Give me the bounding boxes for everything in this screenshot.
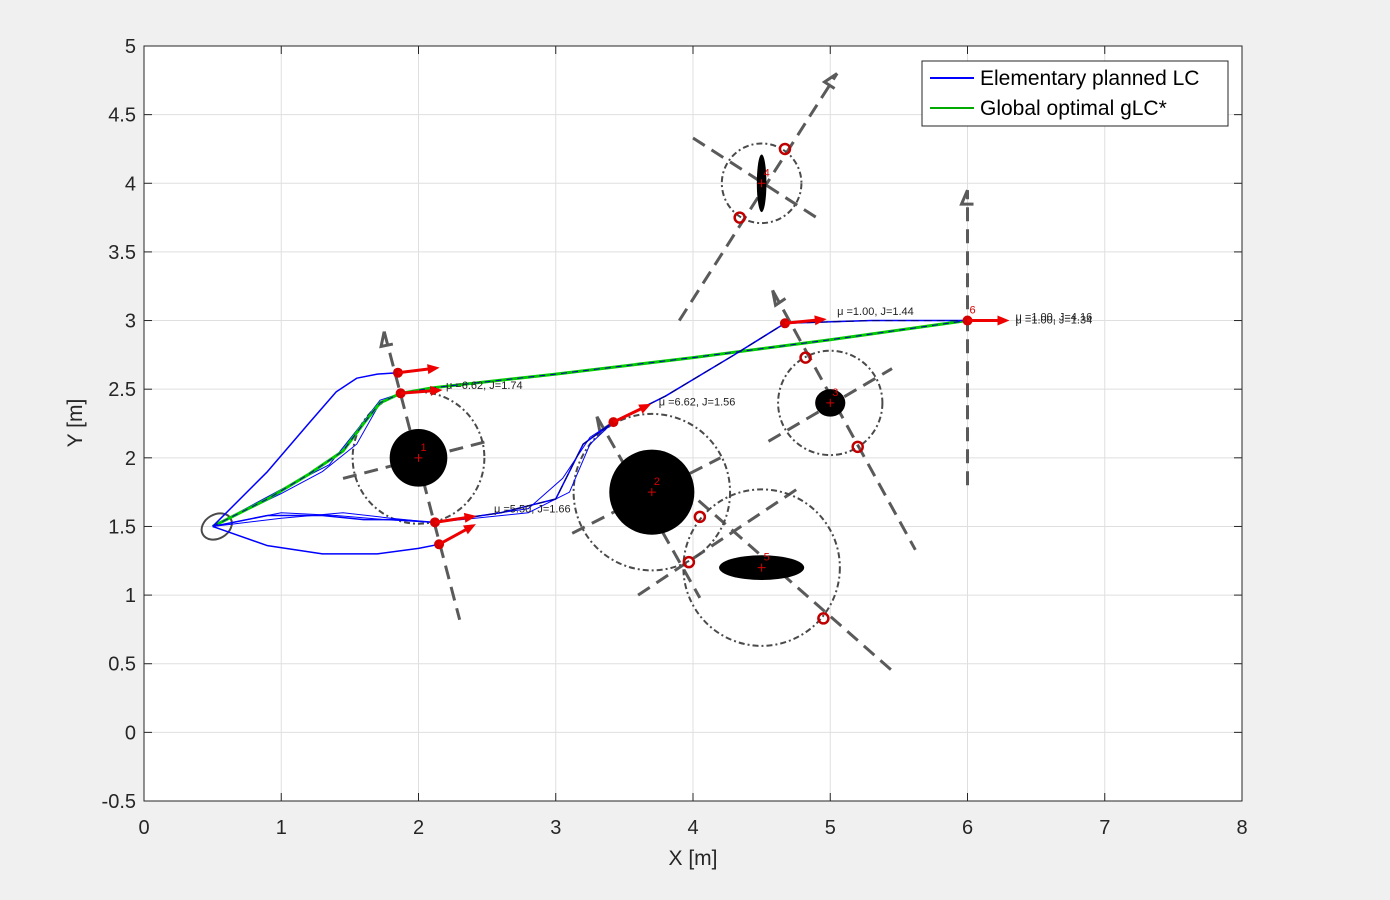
obstacle-center — [647, 488, 656, 497]
velocity-arrowhead — [638, 403, 652, 414]
tick-labels: 0 1 2 3 4 5 6 7 8-0.500.511.522.533.544.55 — [102, 36, 1248, 839]
x-axis-label: X [m] — [668, 847, 717, 870]
guide-line — [664, 470, 894, 672]
guide-line — [382, 331, 462, 621]
obstacle-center — [414, 453, 423, 462]
x-tick-label: 7 — [1099, 817, 1110, 839]
x-tick-label: 1 — [276, 817, 287, 839]
obstacle-center — [757, 179, 766, 188]
guide-arrowhead — [821, 72, 838, 90]
velocity-arrowhead — [463, 524, 476, 535]
global-optimal-overlay — [212, 320, 968, 527]
velocity-arrowhead — [430, 385, 443, 396]
crossing-marker — [733, 211, 746, 224]
cost-annotation: μ =5.50, J=1.66 — [494, 504, 571, 516]
crossing-marker — [817, 612, 830, 625]
y-tick-label: 2 — [125, 448, 136, 470]
velocity-arrowhead — [814, 315, 827, 326]
safety-circle — [777, 349, 884, 457]
guide-arrowhead — [771, 290, 787, 308]
y-tick-label: 1 — [125, 585, 136, 607]
y-tick-label: 2.5 — [108, 379, 136, 401]
y-tick-label: 0 — [125, 722, 136, 744]
x-tick-label: 8 — [1236, 817, 1247, 839]
crossing-marker — [778, 142, 792, 156]
cost-annotation: μ =1.00, J=1.34 — [1016, 314, 1093, 326]
guide-line — [692, 136, 818, 219]
obstacle-id: 6 — [970, 305, 976, 317]
safety-circle — [682, 488, 841, 647]
guide-line — [771, 289, 917, 551]
crossing-marker — [682, 555, 696, 569]
y-tick-label: 4 — [125, 173, 136, 195]
y-tick-label: 1.5 — [108, 516, 136, 538]
safety-circle — [720, 142, 803, 225]
planned-curve — [434, 421, 614, 523]
crossing-marker — [799, 351, 812, 364]
velocity-arrowhead — [997, 315, 1010, 326]
legend: Elementary planned LC Global optimal gLC… — [921, 60, 1229, 127]
velocity-arrowhead — [463, 512, 477, 523]
x-tick-label: 5 — [825, 817, 836, 839]
axes-box — [143, 45, 1243, 802]
legend-box — [921, 60, 1229, 127]
guide-line — [571, 456, 722, 535]
guide-arrowhead — [959, 189, 974, 206]
planned-curve — [212, 371, 398, 527]
velocity-arrowhead — [427, 364, 440, 375]
cost-annotation: μ =1.00, J=1.44 — [837, 306, 914, 318]
obstacle-id: 2 — [654, 476, 660, 488]
guide-line — [678, 72, 839, 322]
obstacle-center — [757, 563, 766, 572]
x-tick-label: 6 — [962, 817, 973, 839]
y-tick-label: 0.5 — [108, 654, 136, 676]
obstacle-center — [826, 398, 835, 407]
y-tick-label: 3 — [125, 311, 136, 333]
y-tick-label: 3.5 — [108, 242, 136, 264]
guide-line — [637, 484, 804, 597]
y-axis-label: Y [m] — [64, 399, 87, 448]
cost-annotation: μ =1.00, J=4.16 — [1016, 312, 1093, 324]
x-tick-label: 2 — [413, 817, 424, 839]
obstacle-id: 4 — [764, 167, 770, 179]
guide-arrowhead — [379, 331, 394, 349]
x-tick-label: 0 — [138, 817, 149, 839]
crossing-marker — [693, 510, 707, 524]
cost-annotation: μ =6.62, J=1.74 — [446, 380, 523, 392]
obstacle-id: 1 — [421, 442, 427, 454]
y-tick-label: 4.5 — [108, 105, 136, 127]
scene: 1 2 3 4 5 6 μ =6.62, J=1.74 μ =5.50, J=1.66 μ =6… — [200, 72, 1093, 672]
obstacle-id: 5 — [764, 552, 770, 564]
x-tick-label: 4 — [687, 817, 698, 839]
y-tick-label: 5 — [125, 36, 136, 58]
guide-line — [595, 415, 702, 599]
y-tick-label: -0.5 — [102, 791, 136, 813]
planned-curve — [212, 392, 401, 527]
x-tick-label: 3 — [550, 817, 561, 839]
legend-label-glc: Global optimal gLC* — [980, 97, 1167, 120]
planned-curve — [212, 525, 440, 555]
obstacle-id: 3 — [832, 387, 838, 399]
cost-annotation: μ =6.62, J=1.56 — [659, 397, 736, 409]
crossing-marker — [851, 440, 864, 454]
legend-label-lc: Elementary planned LC — [980, 67, 1199, 90]
safety-circle — [572, 412, 732, 572]
